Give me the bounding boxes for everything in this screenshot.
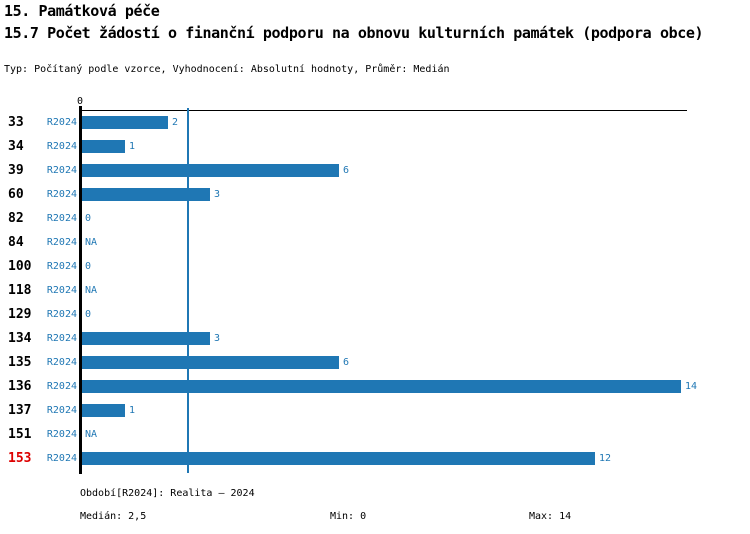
row-id-label: 33 bbox=[8, 115, 24, 130]
row-period-label: R2024 bbox=[46, 237, 77, 248]
row-period-label: R2024 bbox=[46, 405, 77, 416]
x-axis-tick-zero-label: 0 bbox=[76, 96, 84, 107]
value-label: 0 bbox=[85, 309, 92, 320]
value-label: 6 bbox=[343, 165, 350, 176]
value-bar bbox=[82, 116, 168, 129]
y-axis-line bbox=[79, 106, 82, 474]
row-period-label: R2024 bbox=[46, 117, 77, 128]
page-title: 15. Památková péče bbox=[4, 2, 160, 20]
row-period-label: R2024 bbox=[46, 165, 77, 176]
chart-row: 34 R2024 1 bbox=[0, 135, 750, 159]
chart-row: 153 R2024 12 bbox=[0, 447, 750, 471]
chart-row: 137 R2024 1 bbox=[0, 399, 750, 423]
row-id-label: 137 bbox=[8, 403, 32, 418]
value-label: NA bbox=[85, 429, 98, 440]
value-label: 2 bbox=[172, 117, 179, 128]
row-period-label: R2024 bbox=[46, 189, 77, 200]
median-line bbox=[187, 108, 189, 473]
row-id-label: 100 bbox=[8, 259, 32, 274]
row-id-label: 82 bbox=[8, 211, 24, 226]
chart-row: 134 R2024 3 bbox=[0, 327, 750, 351]
row-period-label: R2024 bbox=[46, 333, 77, 344]
value-label: 3 bbox=[214, 189, 221, 200]
value-label: 3 bbox=[214, 333, 221, 344]
chart-row: 60 R2024 3 bbox=[0, 183, 750, 207]
value-bar bbox=[82, 356, 339, 369]
value-label: 12 bbox=[599, 453, 612, 464]
row-period-label: R2024 bbox=[46, 429, 77, 440]
chart-row: 39 R2024 6 bbox=[0, 159, 750, 183]
row-id-label: 84 bbox=[8, 235, 24, 250]
row-id-label: 118 bbox=[8, 283, 32, 298]
value-label: NA bbox=[85, 285, 98, 296]
row-period-label: R2024 bbox=[46, 381, 77, 392]
chart-row: 82 R2024 0 bbox=[0, 207, 750, 231]
value-bar bbox=[82, 164, 339, 177]
footer-median-stat: Medián: 2,5 bbox=[80, 511, 147, 522]
value-bar bbox=[82, 332, 210, 345]
x-axis-line bbox=[80, 110, 687, 111]
chart-row: 136 R2024 14 bbox=[0, 375, 750, 399]
row-id-label: 136 bbox=[8, 379, 32, 394]
value-label: 1 bbox=[129, 405, 136, 416]
page-subtitle: 15.7 Počet žádostí o finanční podporu na… bbox=[4, 24, 704, 42]
value-label: 6 bbox=[343, 357, 350, 368]
value-bar bbox=[82, 380, 681, 393]
value-bar bbox=[82, 140, 125, 153]
row-period-label: R2024 bbox=[46, 213, 77, 224]
value-bar bbox=[82, 404, 125, 417]
row-id-label: 60 bbox=[8, 187, 24, 202]
row-period-label: R2024 bbox=[46, 453, 77, 464]
value-bar bbox=[82, 452, 595, 465]
row-period-label: R2024 bbox=[46, 285, 77, 296]
value-bar bbox=[82, 188, 210, 201]
value-label: 1 bbox=[129, 141, 136, 152]
footer-min-stat: Min: 0 bbox=[330, 511, 367, 522]
row-id-label: 135 bbox=[8, 355, 32, 370]
chart-row: 135 R2024 6 bbox=[0, 351, 750, 375]
chart-row: 84 R2024 NA bbox=[0, 231, 750, 255]
row-id-label: 129 bbox=[8, 307, 32, 322]
row-id-label: 134 bbox=[8, 331, 32, 346]
row-id-label: 39 bbox=[8, 163, 24, 178]
row-period-label: R2024 bbox=[46, 357, 77, 368]
chart-row: 33 R2024 2 bbox=[0, 111, 750, 135]
meta-line: Typ: Počítaný podle vzorce, Vyhodnocení:… bbox=[4, 64, 450, 75]
row-id-label: 34 bbox=[8, 139, 24, 154]
row-id-label-highlighted: 153 bbox=[8, 451, 32, 466]
footer-period-info: Období[R2024]: Realita – 2024 bbox=[80, 488, 255, 499]
value-label: 0 bbox=[85, 213, 92, 224]
chart-row: 100 R2024 0 bbox=[0, 255, 750, 279]
value-label: 0 bbox=[85, 261, 92, 272]
chart-row: 129 R2024 0 bbox=[0, 303, 750, 327]
chart-row: 118 R2024 NA bbox=[0, 279, 750, 303]
row-id-label: 151 bbox=[8, 427, 32, 442]
chart-row: 151 R2024 NA bbox=[0, 423, 750, 447]
value-label: NA bbox=[85, 237, 98, 248]
row-period-label: R2024 bbox=[46, 141, 77, 152]
row-period-label: R2024 bbox=[46, 309, 77, 320]
footer-max-stat: Max: 14 bbox=[529, 511, 572, 522]
value-label: 14 bbox=[685, 381, 698, 392]
row-period-label: R2024 bbox=[46, 261, 77, 272]
